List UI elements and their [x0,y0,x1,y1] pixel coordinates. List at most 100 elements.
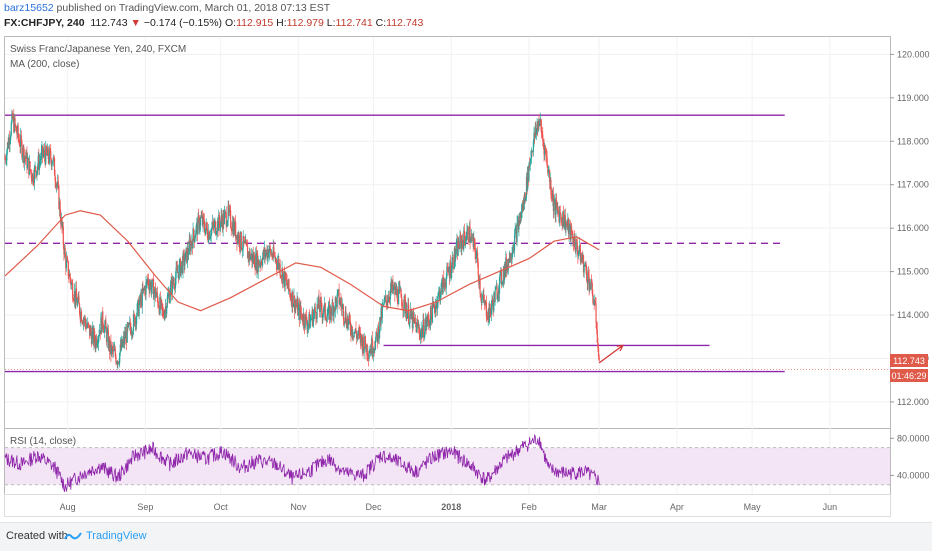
time-axis[interactable]: Aug Sep Oct Nov Dec 2018 Feb Mar Apr May Jun [60,502,837,512]
candle-body [222,213,224,230]
candle-body [43,149,45,154]
candle-body [51,163,53,167]
candle-body [285,279,288,281]
candle-body [526,176,528,189]
candle-body [466,227,469,231]
candle-body [344,311,346,322]
candle-body [49,149,51,152]
candle-body [512,251,514,254]
arrow-shaft[interactable] [598,344,624,364]
candle-body [441,279,444,294]
candle-body [471,236,473,238]
candle-body [228,209,230,212]
candle-body [58,186,60,209]
candle-body [282,268,284,284]
candle-body [265,253,267,257]
arrow-head[interactable] [616,344,624,352]
author-link[interactable]: barz15652 [4,2,54,14]
candle-body [174,277,177,289]
candle-body [307,325,309,330]
candle-body [8,137,10,148]
candle-body [107,330,110,349]
candle-body [254,267,256,270]
chart-canvas[interactable]: 120.000 119.000 118.000 117.000 116.000 115.0… [0,0,932,522]
candle-body [525,176,528,198]
candle-body [481,298,483,304]
candle-body [366,344,368,356]
candle-body [122,341,124,347]
candle-body [596,329,598,343]
candle-body [80,311,82,320]
publish-line: barz15652 published on TradingView.com, … [4,2,330,14]
candle-body [323,305,325,314]
candle-body [398,289,400,305]
candle-body [443,277,445,284]
candle-body [306,323,308,330]
countdown-badge-bg [890,369,928,382]
candle-body [497,296,499,300]
candle-body [577,253,580,257]
candle-body [458,241,460,248]
candle-body [368,353,370,359]
candle-body [202,215,204,226]
candle-body [415,322,417,333]
candle-body [298,304,301,320]
candle-body [542,140,544,144]
candle-body [302,314,304,323]
open-value: 112.915 [236,17,274,29]
candle-body [352,335,354,337]
tradingview-brand-link[interactable]: TradingView [86,530,147,542]
candle-body [458,247,461,249]
trend-arrow[interactable] [598,344,624,364]
candle-body [79,313,81,320]
candle-body [379,317,381,333]
candle-body [413,312,415,319]
horizontal-lines[interactable] [5,114,890,373]
candle-body [346,318,348,328]
candle-body [217,221,219,232]
candle-body [250,256,252,260]
candle-body [234,221,236,234]
candle-body [455,244,457,255]
candle-body [147,278,149,283]
candle-body [129,322,131,325]
candle-body [450,262,452,277]
candle-body [423,335,425,338]
candle-body [501,283,503,285]
candle-body [558,212,560,223]
candle-body [467,227,469,241]
candle-body [233,222,235,234]
candle-body [128,323,130,325]
candle-body [433,304,435,306]
candle-body [482,294,484,299]
candle-body [318,296,320,309]
candle-body [186,247,188,263]
candle-body [315,318,318,320]
candle-body [190,241,192,251]
candle-body [89,325,91,336]
price-badge-value: 112.743 [893,356,925,366]
candle-body [157,297,159,306]
candle-body [392,281,394,291]
candle-body [166,306,168,314]
candle-body [463,230,466,239]
candle-body [567,218,569,226]
candle-body [359,332,361,343]
candle-body [6,150,8,161]
candle-body [436,302,439,310]
candle-body [67,259,69,262]
price-axis[interactable]: 120.000 119.000 118.000 117.000 116.000 115.0… [890,49,930,407]
candle-body [316,304,318,319]
candle-body [288,279,290,290]
candle-body [426,315,429,323]
candle-body [591,283,593,294]
candle-body [586,280,588,284]
candle-body [504,263,506,273]
candle-body [297,299,299,316]
candle-body [539,119,541,124]
candle-body [270,253,272,255]
candle-body [559,212,561,215]
candle-body [597,348,600,357]
candle-body [196,222,199,235]
candle-body [11,113,13,123]
